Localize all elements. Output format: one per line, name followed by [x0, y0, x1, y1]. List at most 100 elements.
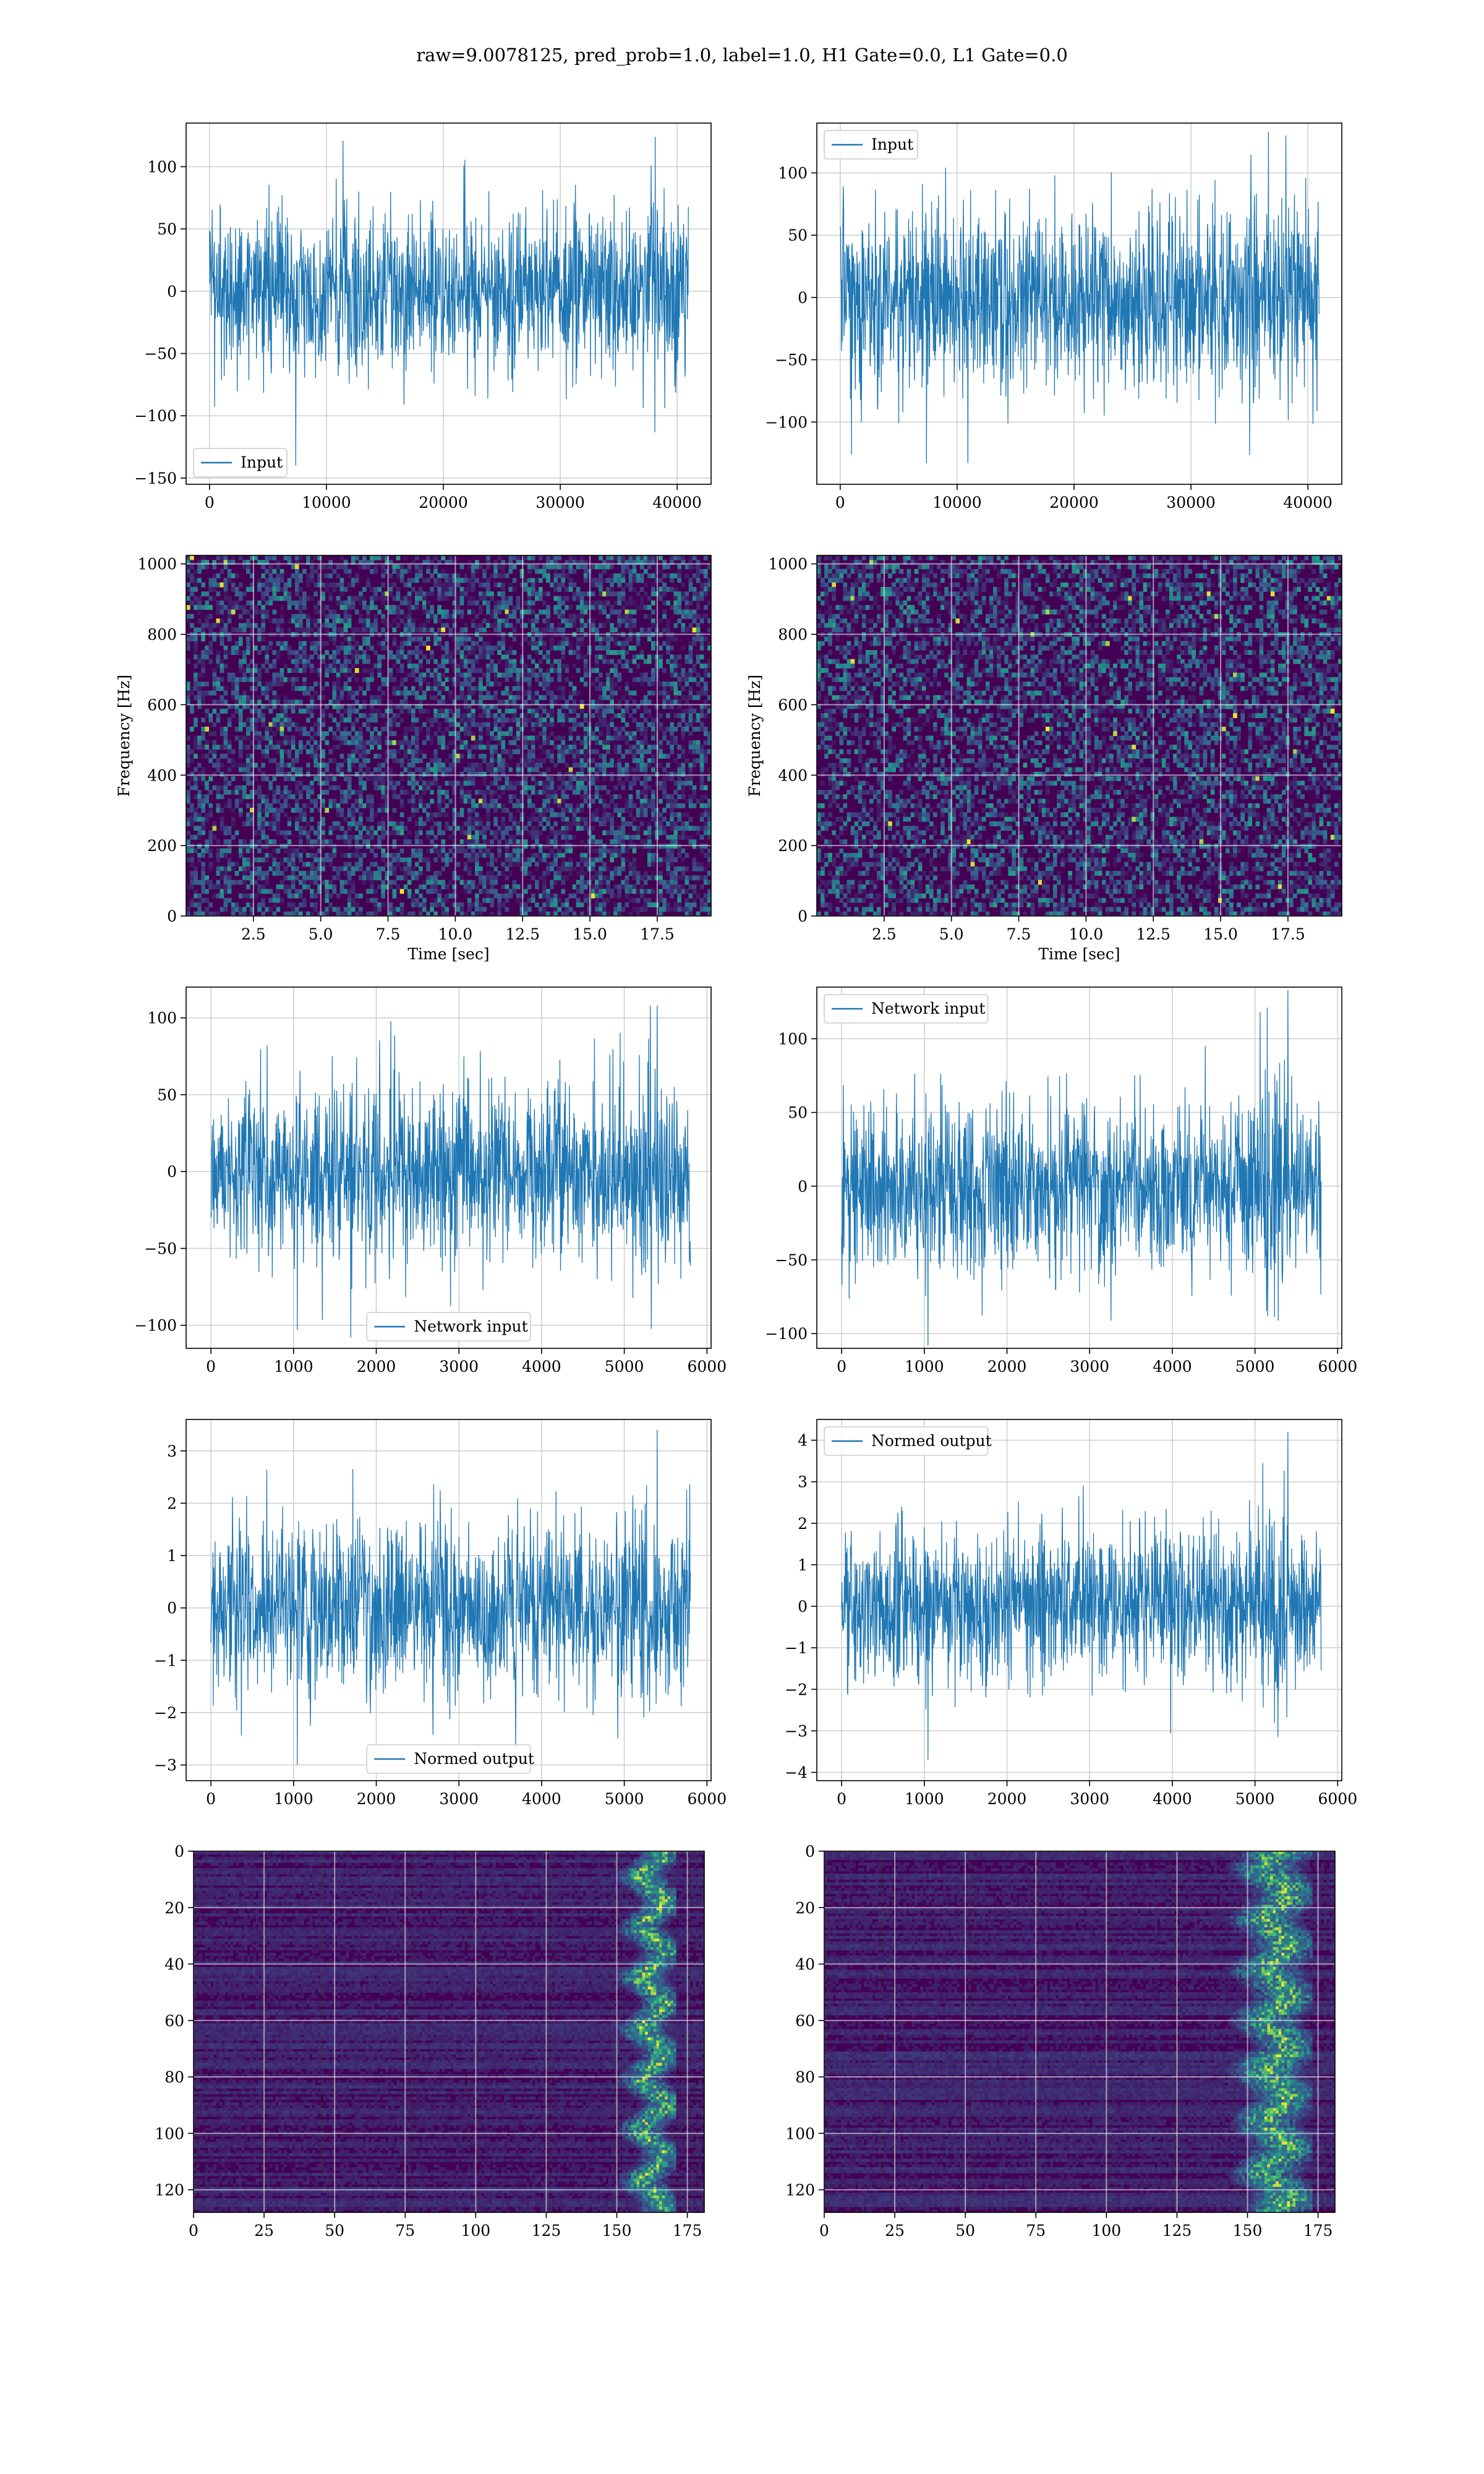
l1-spectrogram-axes: 2.5 5.0 7.5 10.0 12.5 15.0 17.5 0 200 400 600 800 10…	[746, 555, 1342, 963]
h1-input-ytick-label: −150	[134, 469, 177, 487]
l1-spectrogram-xtick-label: 2.5	[872, 925, 897, 943]
h1-normed-output-xtick-label: 5000	[605, 1790, 644, 1808]
l1-normed-output-ytick-label: −2	[785, 1680, 808, 1698]
h1-spectrogram-ytick-label: 0	[167, 907, 177, 925]
h1-spectrogram-xtick-label: 15.0	[573, 925, 607, 943]
l1-normed-output-ytick-label: −3	[785, 1722, 808, 1740]
h1-spectrogram-axes: 2.5 5.0 7.5 10.0 12.5 15.0 17.5 0 200 400 600 800 10…	[115, 555, 712, 963]
l1-normed-output-ytick-label: 2	[798, 1515, 808, 1533]
l1-spectrogram-xlabel: Time [sec]	[1038, 945, 1120, 963]
h1-network-input-ytick-label: −50	[144, 1239, 177, 1257]
l1-spectrogram-xtick-label: 5.0	[939, 925, 964, 943]
h1-input-ytick-label: 100	[147, 158, 177, 176]
h1-normed-output-axes: 0 1000 2000 3000 4000 5000 6000 −3 −2 −1 0 1 2 3 Norme…	[154, 1419, 727, 1808]
h1-input-xtick-label: 30000	[535, 494, 585, 511]
l1-normed-output-xtick-label: 5000	[1235, 1790, 1275, 1808]
l1-input-xtick-label: 10000	[932, 494, 982, 511]
h1-network-input-ytick-label: 100	[147, 1009, 177, 1027]
h1-network-input-legend-label: Network input	[414, 1317, 527, 1335]
h1-normed-output-xtick-label: 4000	[522, 1790, 561, 1808]
h1-spectrogram-frame	[186, 555, 712, 917]
h1-network-input-xtick-label: 0	[206, 1358, 216, 1376]
l1-feature-map-xtick-label: 0	[819, 2222, 829, 2240]
l1-feature-map-xtick-label: 150	[1233, 2222, 1263, 2240]
h1-spectrogram-xtick-label: 5.0	[309, 925, 333, 943]
l1-spectrogram-frame	[816, 555, 1342, 917]
h1-network-input-xtick-label: 5000	[605, 1358, 644, 1376]
l1-normed-output-axes: 0 1000 2000 3000 4000 5000 6000 −4 −3 −2 −1 0 1 2 3 4 No…	[785, 1419, 1357, 1808]
h1-feature-map-ytick-label: 100	[155, 2125, 184, 2142]
h1-feature-map-xtick-label: 0	[189, 2222, 198, 2240]
l1-input-xtick-label: 30000	[1166, 494, 1216, 511]
h1-spectrogram-ytick-label: 600	[147, 696, 177, 714]
h1-input-series-line	[209, 137, 689, 466]
l1-normed-output-xtick-label: 0	[837, 1790, 846, 1808]
h1-normed-output-ytick-label: 1	[167, 1547, 177, 1565]
l1-normed-output-ytick-label: 3	[798, 1473, 808, 1491]
l1-spectrogram-xtick-label: 10.0	[1069, 925, 1104, 943]
l1-feature-map-xtick-label: 75	[1026, 2222, 1046, 2240]
h1-feature-map-ytick-label: 20	[164, 1899, 184, 1917]
l1-network-input-legend-label: Network input	[871, 999, 985, 1017]
l1-feature-map-ytick-label: 120	[785, 2181, 815, 2199]
h1-normed-output-ytick-label: 2	[167, 1494, 177, 1512]
l1-input-ytick-label: −100	[765, 413, 808, 431]
l1-input-legend-label: Input	[871, 135, 913, 153]
l1-feature-map-xtick-label: 25	[885, 2222, 905, 2240]
l1-spectrogram-ytick-label: 600	[778, 696, 808, 714]
l1-network-input-xtick-label: 4000	[1153, 1358, 1192, 1376]
l1-network-input-ytick-label: −50	[775, 1251, 808, 1269]
h1-feature-map-xtick-label: 50	[325, 2222, 344, 2240]
h1-spectrogram-ytick-label: 400	[147, 766, 177, 784]
l1-input-ytick-label: 100	[778, 165, 808, 182]
l1-feature-map-image	[824, 1851, 1335, 2212]
h1-normed-output-series-line	[210, 1429, 691, 1765]
l1-normed-output-xtick-label: 3000	[1070, 1790, 1109, 1808]
h1-network-input-xtick-label: 6000	[688, 1358, 727, 1376]
l1-normed-output-series-line	[841, 1432, 1322, 1760]
l1-spectrogram-ytick-label: 1000	[768, 555, 808, 573]
h1-input-ytick-label: −100	[134, 407, 177, 425]
h1-spectrogram-xtick-label: 12.5	[505, 925, 540, 943]
l1-feature-map-axes: 0 25 50 75 100 125 150 175 0 20 40 60 80 100 120	[785, 1843, 1336, 2240]
l1-normed-output-xtick-label: 6000	[1318, 1790, 1358, 1808]
h1-feature-map-frame	[193, 1851, 705, 2213]
l1-network-input-xtick-label: 5000	[1235, 1358, 1275, 1376]
h1-input-axes: 0 10000 20000 30000 40000 −150 −100 −50 0 50 100 In…	[134, 122, 712, 511]
l1-feature-map-xtick-label: 100	[1091, 2222, 1121, 2240]
l1-network-input-series-line	[841, 990, 1322, 1346]
h1-normed-output-legend-label: Normed output	[414, 1750, 534, 1768]
h1-spectrogram-ylabel: Frequency [Hz]	[115, 675, 133, 797]
l1-input-ytick-label: 0	[798, 289, 808, 307]
h1-normed-output-legend: Normed output	[366, 1744, 534, 1774]
l1-normed-output-xtick-label: 1000	[905, 1790, 944, 1808]
h1-feature-map-ytick-label: 40	[164, 1956, 184, 1974]
l1-feature-map-xtick-label: 125	[1162, 2222, 1192, 2240]
l1-network-input-ytick-label: −100	[765, 1325, 808, 1343]
h1-normed-output-xtick-label: 2000	[357, 1790, 396, 1808]
h1-network-input-axes: 0 1000 2000 3000 4000 5000 6000 −100 −50 0 50 100 Ne…	[134, 987, 727, 1376]
l1-feature-map-ytick-label: 20	[795, 1899, 815, 1917]
l1-feature-map-xtick-label: 175	[1303, 2222, 1333, 2240]
h1-network-input-xtick-label: 4000	[522, 1358, 561, 1376]
l1-normed-output-ytick-label: 0	[798, 1598, 808, 1616]
l1-normed-output-ytick-label: 4	[798, 1432, 808, 1450]
l1-spectrogram-ytick-label: 400	[778, 766, 808, 784]
l1-spectrogram-image	[817, 555, 1342, 916]
h1-input-frame	[186, 122, 712, 485]
h1-network-input-ytick-label: 0	[167, 1163, 177, 1181]
l1-network-input-axes: 0 1000 2000 3000 4000 5000 6000 −100 −50 0 50 100 Ne…	[765, 987, 1357, 1376]
h1-input-ytick-label: −50	[144, 345, 177, 363]
l1-network-input-ytick-label: 50	[788, 1104, 808, 1122]
h1-spectrogram-ytick-label: 1000	[137, 555, 177, 573]
h1-feature-map-xtick-label: 150	[602, 2222, 632, 2240]
l1-network-input-xtick-label: 1000	[905, 1358, 944, 1376]
h1-network-input-ytick-label: 50	[157, 1086, 177, 1104]
l1-network-input-xtick-label: 6000	[1318, 1358, 1358, 1376]
l1-feature-map-frame	[824, 1851, 1336, 2213]
l1-network-input-ytick-label: 100	[778, 1030, 808, 1048]
h1-spectrogram-xtick-label: 17.5	[640, 925, 675, 943]
h1-feature-map-ytick-label: 80	[164, 2068, 184, 2086]
l1-network-input-xtick-label: 3000	[1070, 1358, 1109, 1376]
l1-normed-output-ytick-label: −4	[785, 1764, 808, 1782]
